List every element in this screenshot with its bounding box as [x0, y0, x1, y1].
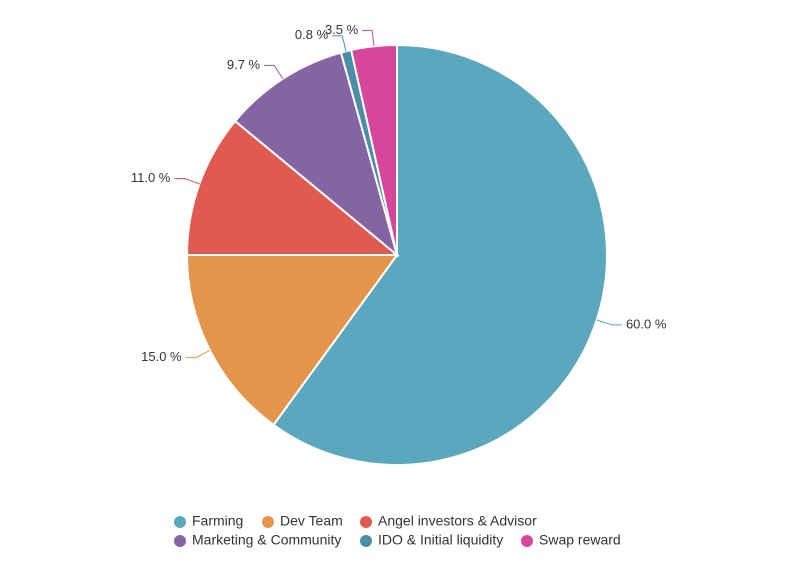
legend: Farming Dev Team Angel investors & Advisor… — [174, 513, 621, 548]
legend-label: IDO & Initial liquidity — [378, 532, 503, 548]
legend-label: Dev Team — [280, 513, 343, 529]
slices — [185, 43, 608, 466]
leader-line — [332, 35, 347, 52]
data-label: 60.0 % — [626, 316, 667, 331]
legend-label: Marketing & Community — [192, 532, 341, 548]
data-label: 9.7 % — [227, 57, 261, 72]
legend-label: Angel investors & Advisor — [378, 513, 537, 529]
leader-line — [596, 319, 622, 326]
pie-slice — [272, 43, 608, 466]
pie-slice — [233, 51, 399, 258]
labels: 60.0 % 15.0 % 11.0 % 9.7 % 0.8 %3.5 % — [131, 22, 667, 364]
legend-label: Swap reward — [539, 532, 621, 548]
legend-marker — [521, 535, 533, 547]
leader-line — [185, 349, 211, 359]
legend-marker — [262, 516, 274, 528]
legend-marker — [174, 535, 186, 547]
legend-marker — [360, 516, 372, 528]
leader-line — [264, 64, 284, 80]
data-label: 3.5 % — [325, 22, 359, 37]
legend-marker — [360, 535, 372, 547]
leader-line — [174, 177, 200, 185]
pie-slice — [349, 43, 398, 256]
leader-line — [362, 29, 375, 47]
data-label: 15.0 % — [141, 349, 182, 364]
pie-slice — [185, 119, 400, 256]
legend-label: Farming — [192, 513, 243, 529]
pie-slice — [185, 254, 399, 427]
legend-marker — [174, 516, 186, 528]
data-label: 0.8 % — [295, 27, 329, 42]
data-label: 11.0 % — [131, 170, 171, 185]
